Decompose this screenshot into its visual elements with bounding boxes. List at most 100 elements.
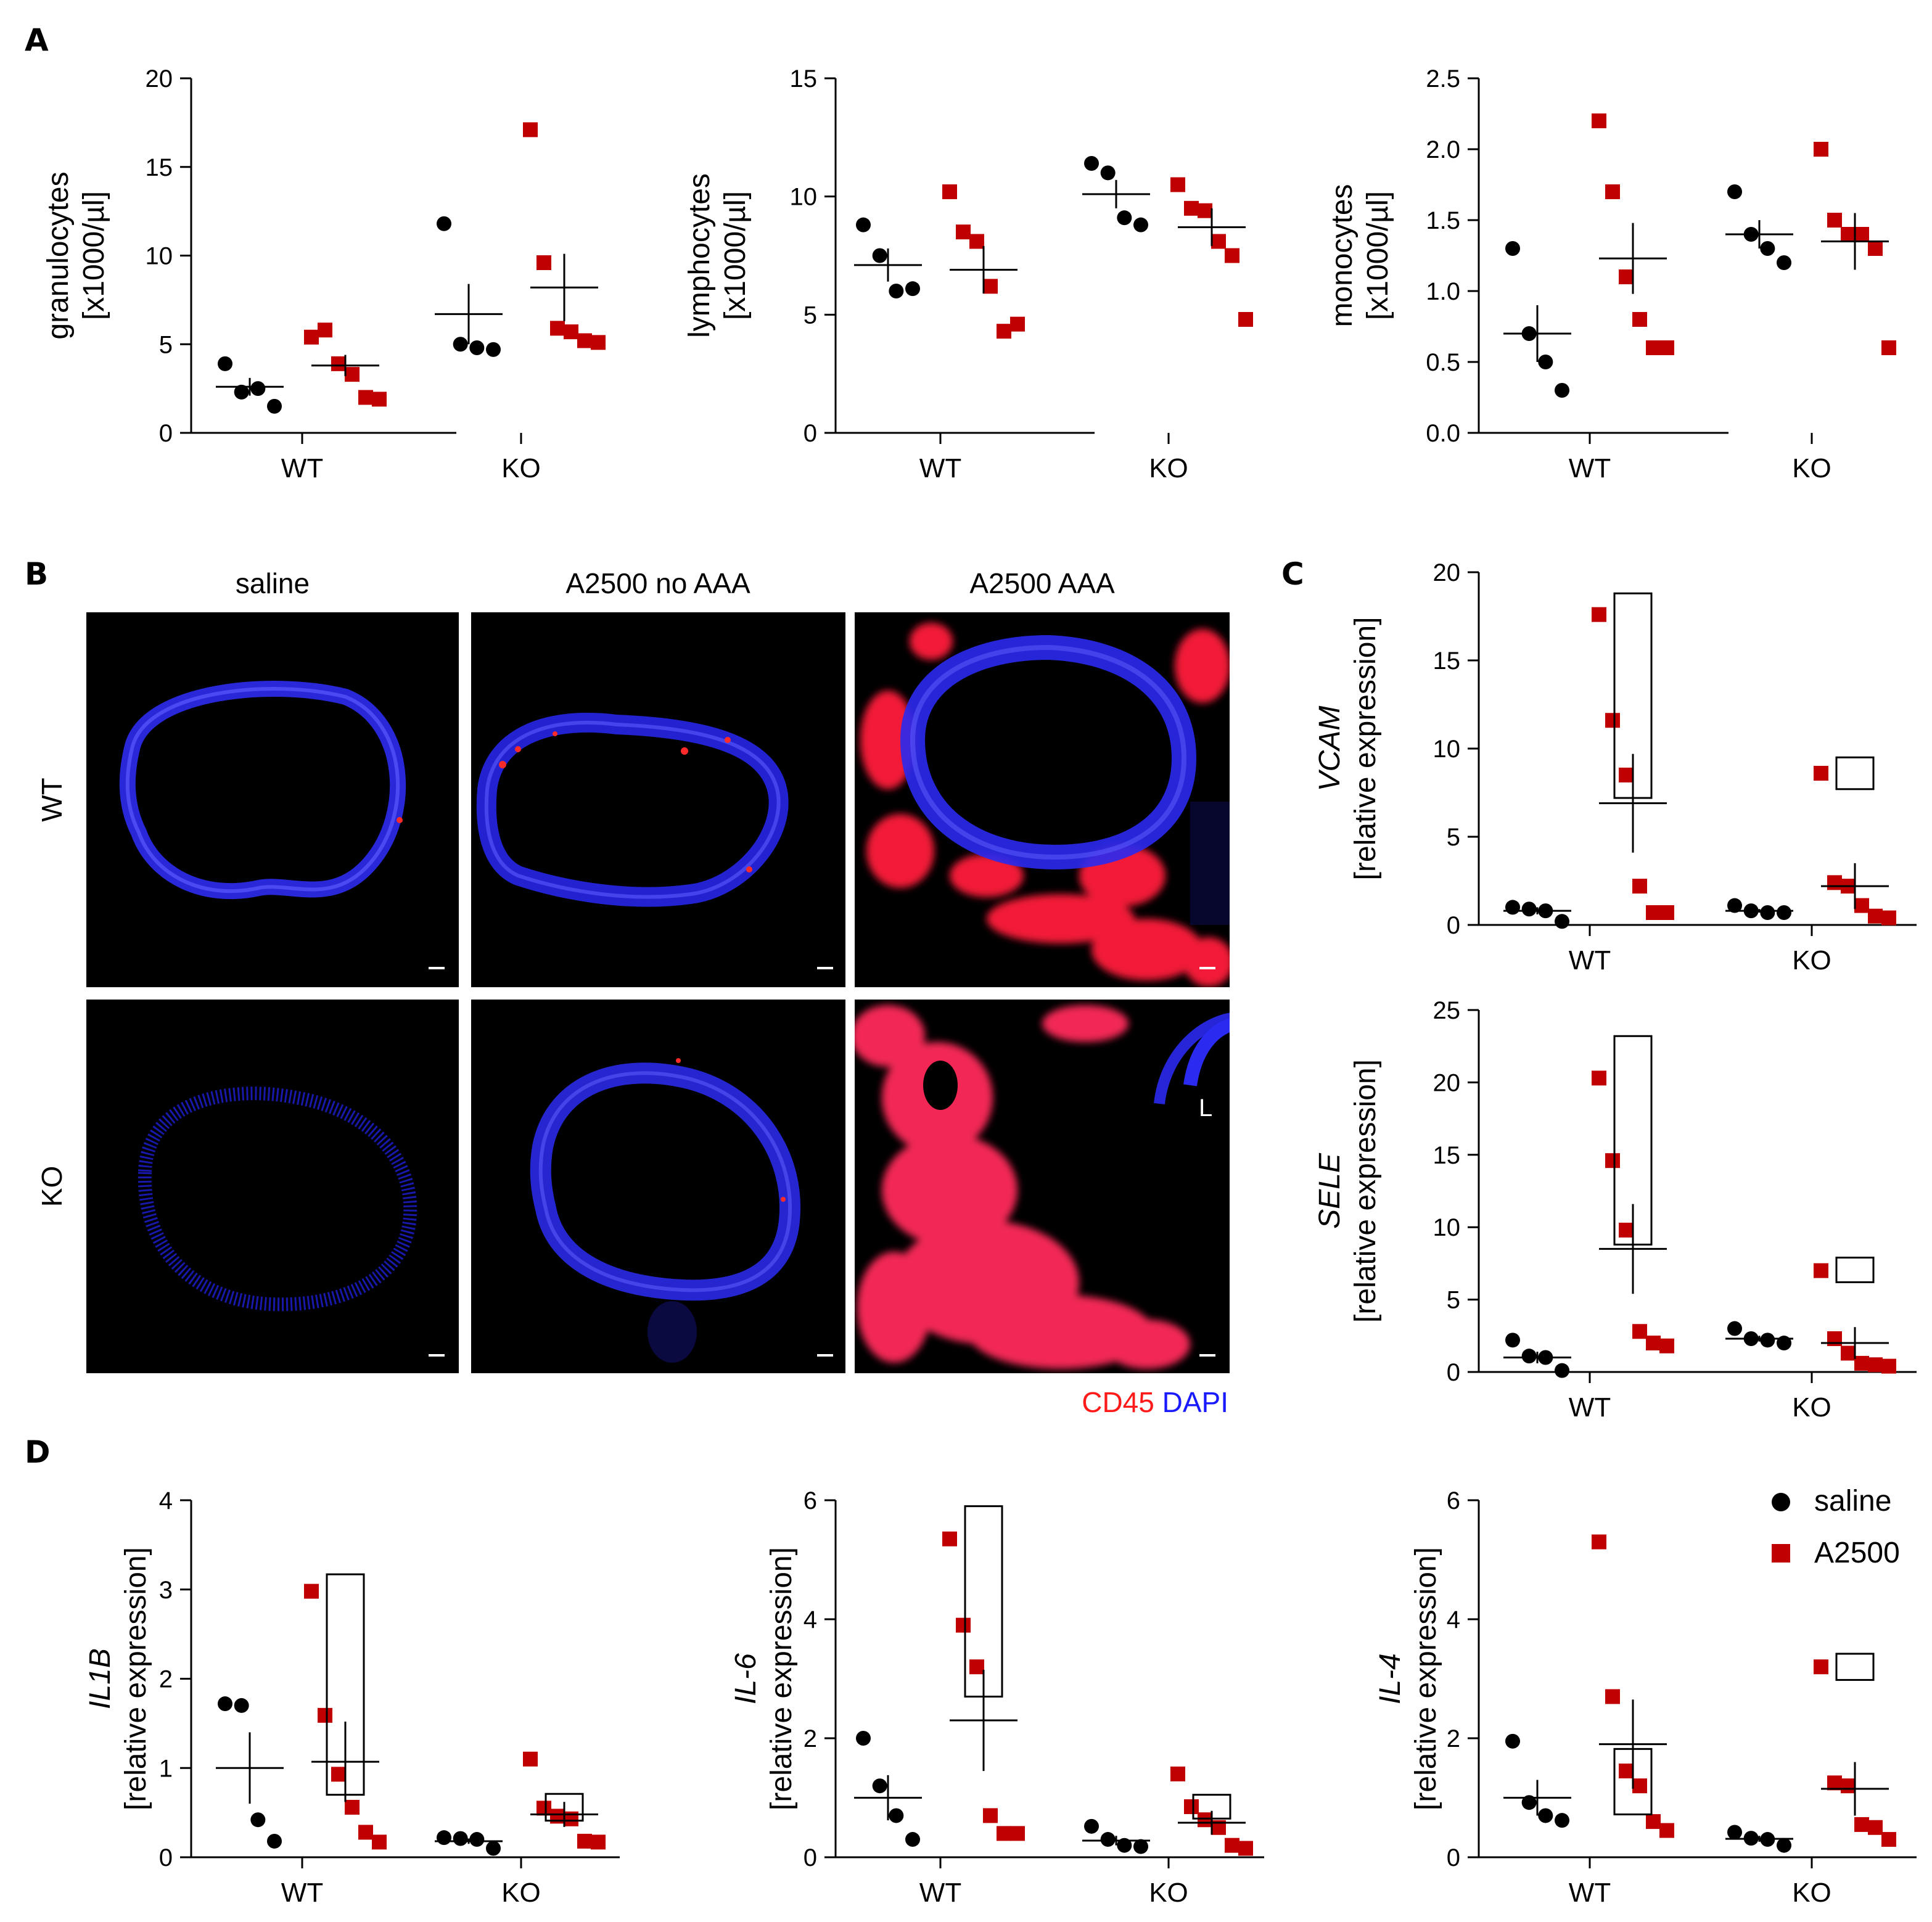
data-point-saline [267,398,282,414]
data-point-saline [469,1832,485,1847]
x-tick-label: KO [1149,1878,1188,1908]
data-point-a2500 [523,1751,538,1767]
data-point-a2500 [1659,1338,1674,1353]
data-point-saline [250,1812,266,1828]
data-point-a2500 [1225,1838,1239,1853]
data-point-a2500 [1814,766,1828,781]
highlight-box [1835,756,1875,791]
data-point-saline [1117,1838,1132,1853]
stain-cd45: CD45 [1082,1386,1154,1418]
data-point-a2500 [1592,1534,1606,1550]
data-point-saline [1521,1349,1537,1364]
y-axis-label: SELE [relative expression] [1313,1059,1382,1323]
data-point-a2500 [1854,1355,1869,1371]
data-point-saline [1727,898,1742,913]
data-point-a2500 [1010,1826,1025,1841]
data-point-a2500 [1170,177,1185,192]
data-point-a2500 [536,1801,551,1816]
data-point-saline [1760,241,1775,256]
y-tick-label: 0 [1447,912,1460,939]
data-point-a2500 [331,356,346,371]
data-point-a2500 [331,1767,346,1782]
y-tick-label: 15 [790,65,818,92]
data-point-saline [1505,900,1520,915]
panel-letter-b: B [25,556,48,592]
y-tick-label: 10 [1433,736,1461,763]
data-point-a2500 [1619,767,1634,782]
data-point-a2500 [1184,200,1199,216]
x-tick-label: KO [1792,1392,1831,1423]
y-axis-label: IL-4 [relative expression] [1374,1547,1442,1810]
data-point-a2500 [1868,1820,1883,1835]
x-tick-label: WT [919,453,961,483]
y-tick-label: 10 [790,184,818,211]
image-wt-a2500-aaa [855,612,1230,987]
y-axis-label-line: IL-4 [1374,1653,1407,1704]
data-point-a2500 [969,1659,984,1675]
data-point-a2500 [1605,184,1620,199]
data-point-a2500 [591,335,606,350]
data-point-a2500 [1170,1766,1185,1781]
data-point-a2500 [997,1826,1011,1841]
stain-legend: CD45 DAPI [1082,1386,1228,1418]
panel-letter-c: C [1281,556,1304,592]
highlight-box [1835,1257,1875,1283]
data-point-a2500 [1619,269,1634,284]
data-point-saline [218,356,232,371]
column-label-a2500-no-aaa: A2500 no AAA [565,567,750,599]
data-point-saline [1117,210,1132,226]
data-point-saline [437,216,451,231]
y-tick-label: 20 [1433,1069,1461,1096]
data-point-saline [1133,1839,1148,1854]
y-axis-label: IL1B [relative expression] [84,1547,152,1810]
highlight-box [1835,1653,1875,1681]
y-axis-label-line: [relative expression] [120,1547,152,1810]
x-tick-label: WT [1569,453,1611,483]
highlight-box [1613,592,1653,799]
data-point-a2500 [1854,898,1869,913]
data-point-saline [1084,1818,1099,1834]
y-tick-label: 15 [1433,1142,1461,1169]
y-tick-label: 5 [1447,1287,1460,1314]
chart-il1b: 0 1 2 3 4 WT KO IL1B [relative expression] [84,1487,620,1908]
y-tick-label: 0.0 [1426,420,1460,447]
data-point-saline [437,1830,451,1846]
y-tick-label: 0.5 [1426,349,1460,376]
data-point-saline [1521,901,1537,917]
data-point-saline [1555,383,1569,398]
data-point-saline [1777,255,1791,270]
y-tick-label: 10 [1433,1214,1461,1241]
lumen-label: L [1199,1094,1212,1122]
y-tick-label: 0 [159,420,173,447]
y-axis-label-line: [relative expression] [1410,1547,1442,1810]
data-point-saline [905,281,920,297]
data-point-a2500 [577,1833,592,1849]
x-tick-label: KO [501,1878,541,1908]
microscopy-grid: saline A2500 no AAA A2500 AAA WT KO [36,567,1230,1418]
data-point-a2500 [1646,1814,1661,1830]
y-tick-label: 10 [146,243,173,270]
data-point-a2500 [983,1808,998,1823]
data-point-saline [250,381,266,396]
data-point-a2500 [1238,1841,1253,1856]
y-tick-label: 2.5 [1426,65,1460,92]
data-point-a2500 [1841,1345,1856,1361]
data-point-saline [1777,1838,1791,1853]
data-point-saline [218,1696,232,1712]
data-point-a2500 [1592,113,1606,128]
x-tick-label: KO [1149,453,1188,483]
y-axis-label: monocytes [x1000/µl] [1326,184,1394,327]
y-tick-label: 4 [159,1487,173,1514]
data-point-a2500 [1881,910,1896,926]
data-point-saline [889,284,904,298]
legend-marker-a2500 [1772,1544,1790,1563]
y-tick-label: 0 [1447,1844,1460,1871]
y-tick-label: 20 [1433,559,1461,586]
row-label-ko: KO [36,1166,68,1207]
data-point-a2500 [1619,1222,1634,1238]
row-label-wt: WT [36,778,68,822]
data-point-saline [1084,156,1099,171]
y-tick-label: 1.5 [1426,207,1460,234]
chart-sele: 0 5 10 15 20 25 WT KO SELE [relative expression] [1313,997,1917,1423]
